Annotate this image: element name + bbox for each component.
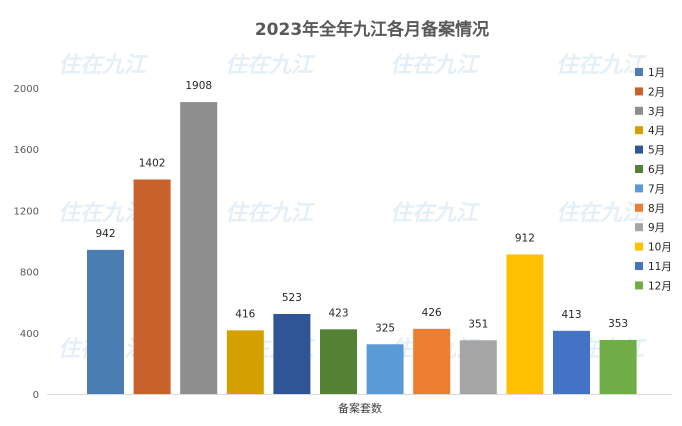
value-label: 426 — [422, 307, 442, 319]
watermark-text: 住在九江 — [58, 52, 149, 78]
y-tick-label: 1600 — [14, 145, 39, 156]
bar-4月 — [226, 330, 264, 394]
legend-label: 10月 — [648, 242, 672, 254]
legend-swatch — [635, 145, 643, 154]
legend-swatch — [635, 68, 643, 76]
watermark-text: 住在九江 — [225, 200, 316, 226]
bar-1月 — [87, 249, 124, 394]
bar-10月 — [506, 254, 544, 394]
legend-swatch — [635, 281, 643, 290]
legend-label: 4月 — [648, 125, 665, 137]
bar-7月 — [366, 344, 404, 394]
legend-swatch — [635, 262, 643, 270]
value-label: 325 — [375, 322, 395, 334]
value-label: 523 — [282, 292, 302, 304]
y-tick-label: 0 — [33, 390, 39, 401]
bar-9月 — [459, 340, 497, 394]
bar-8月 — [413, 328, 451, 394]
legend-label: 7月 — [648, 183, 665, 195]
legend-label: 8月 — [648, 203, 665, 215]
value-label: 1908 — [185, 80, 212, 92]
watermark-layer: 住在九江住在九江住在九江住在九江住在九江住在九江住在九江住在九江住在九江住在九江… — [58, 52, 647, 362]
legend-swatch — [635, 242, 643, 251]
bar-3月 — [180, 102, 218, 395]
legend-swatch — [635, 223, 643, 232]
y-tick-label: 800 — [20, 268, 39, 279]
legend-swatch — [635, 203, 643, 212]
watermark-text: 住在九江 — [390, 200, 481, 226]
bar-series — [87, 102, 637, 395]
y-axis: 0 400 800 1200 1600 2000 — [14, 84, 39, 401]
bar-5月 — [273, 313, 311, 394]
bar-11月 — [553, 330, 590, 394]
watermark-text: 住在九江 — [556, 200, 647, 226]
chart-title: 2023年全年九江各月备案情况 — [255, 19, 489, 40]
legend-label: 9月 — [648, 222, 665, 234]
legend-swatch — [635, 184, 643, 193]
value-label: 942 — [95, 228, 115, 240]
value-label: 423 — [328, 307, 348, 319]
legend-label: 12月 — [648, 280, 672, 292]
watermark-text: 住在九江 — [556, 52, 647, 78]
legend-swatch — [635, 126, 643, 135]
y-tick-label: 1200 — [14, 206, 39, 217]
watermark-text: 住在九江 — [225, 52, 316, 78]
y-tick-label: 400 — [20, 329, 39, 340]
value-label: 1402 — [139, 157, 166, 169]
value-label: 912 — [515, 232, 535, 244]
bar-6月 — [320, 329, 357, 394]
watermark-text: 住在九江 — [390, 52, 481, 78]
value-label: 351 — [468, 318, 488, 330]
value-label: 413 — [561, 309, 581, 321]
y-tick-label: 2000 — [14, 84, 39, 95]
legend-label: 1月 — [648, 67, 665, 79]
bar-2月 — [133, 179, 171, 394]
value-label: 353 — [608, 318, 628, 330]
legend-swatch — [635, 87, 643, 96]
x-axis-label: 备案套数 — [338, 401, 382, 415]
bar-12月 — [599, 339, 637, 394]
legend-label: 6月 — [648, 164, 665, 176]
legend-swatch — [635, 106, 643, 115]
legend-label: 2月 — [648, 86, 665, 98]
legend-label: 3月 — [648, 106, 665, 118]
legend: 1月 2月 3月 4月 5月 6月 7月 8月 9月 10月 11月 12月 — [635, 67, 672, 292]
value-label: 416 — [235, 308, 255, 320]
value-labels: 942 1402 1908 416 523 423 325 426 351 912 413 353 — [95, 80, 628, 334]
legend-swatch — [635, 165, 643, 173]
legend-label: 5月 — [648, 145, 665, 157]
legend-label: 11月 — [648, 261, 672, 273]
